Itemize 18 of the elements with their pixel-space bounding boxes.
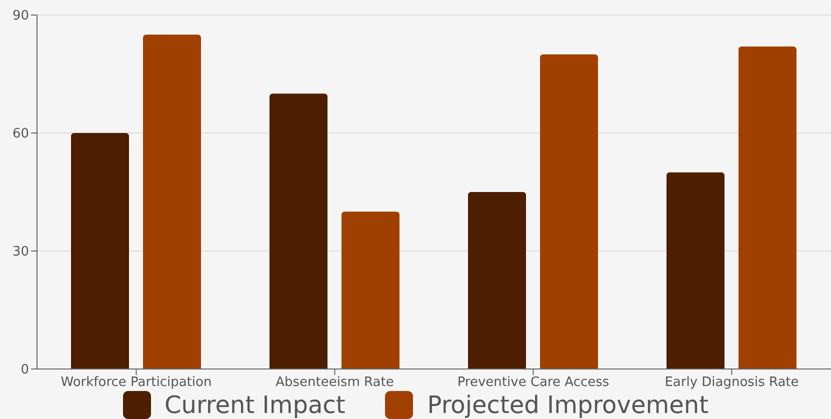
x-tick-label: Early Diagnosis Rate: [664, 375, 799, 390]
bar: [342, 212, 400, 369]
legend-label: Projected Improvement: [427, 391, 708, 419]
bar: [666, 172, 724, 369]
x-tick-label: Preventive Care Access: [457, 375, 610, 390]
y-tick-label: 90: [12, 8, 29, 24]
bar: [71, 133, 129, 369]
bar: [270, 94, 328, 369]
bar: [468, 192, 526, 369]
x-tick-label: Workforce Participation: [60, 375, 212, 390]
x-tick-label: Absenteeism Rate: [276, 375, 394, 390]
y-tick-label: 30: [12, 244, 29, 260]
bar: [738, 46, 796, 369]
bar: [540, 54, 598, 369]
y-tick-label: 60: [12, 126, 29, 142]
y-tick-label: 0: [20, 362, 29, 378]
bar: [143, 34, 201, 369]
legend-label: Current Impact: [164, 391, 346, 419]
